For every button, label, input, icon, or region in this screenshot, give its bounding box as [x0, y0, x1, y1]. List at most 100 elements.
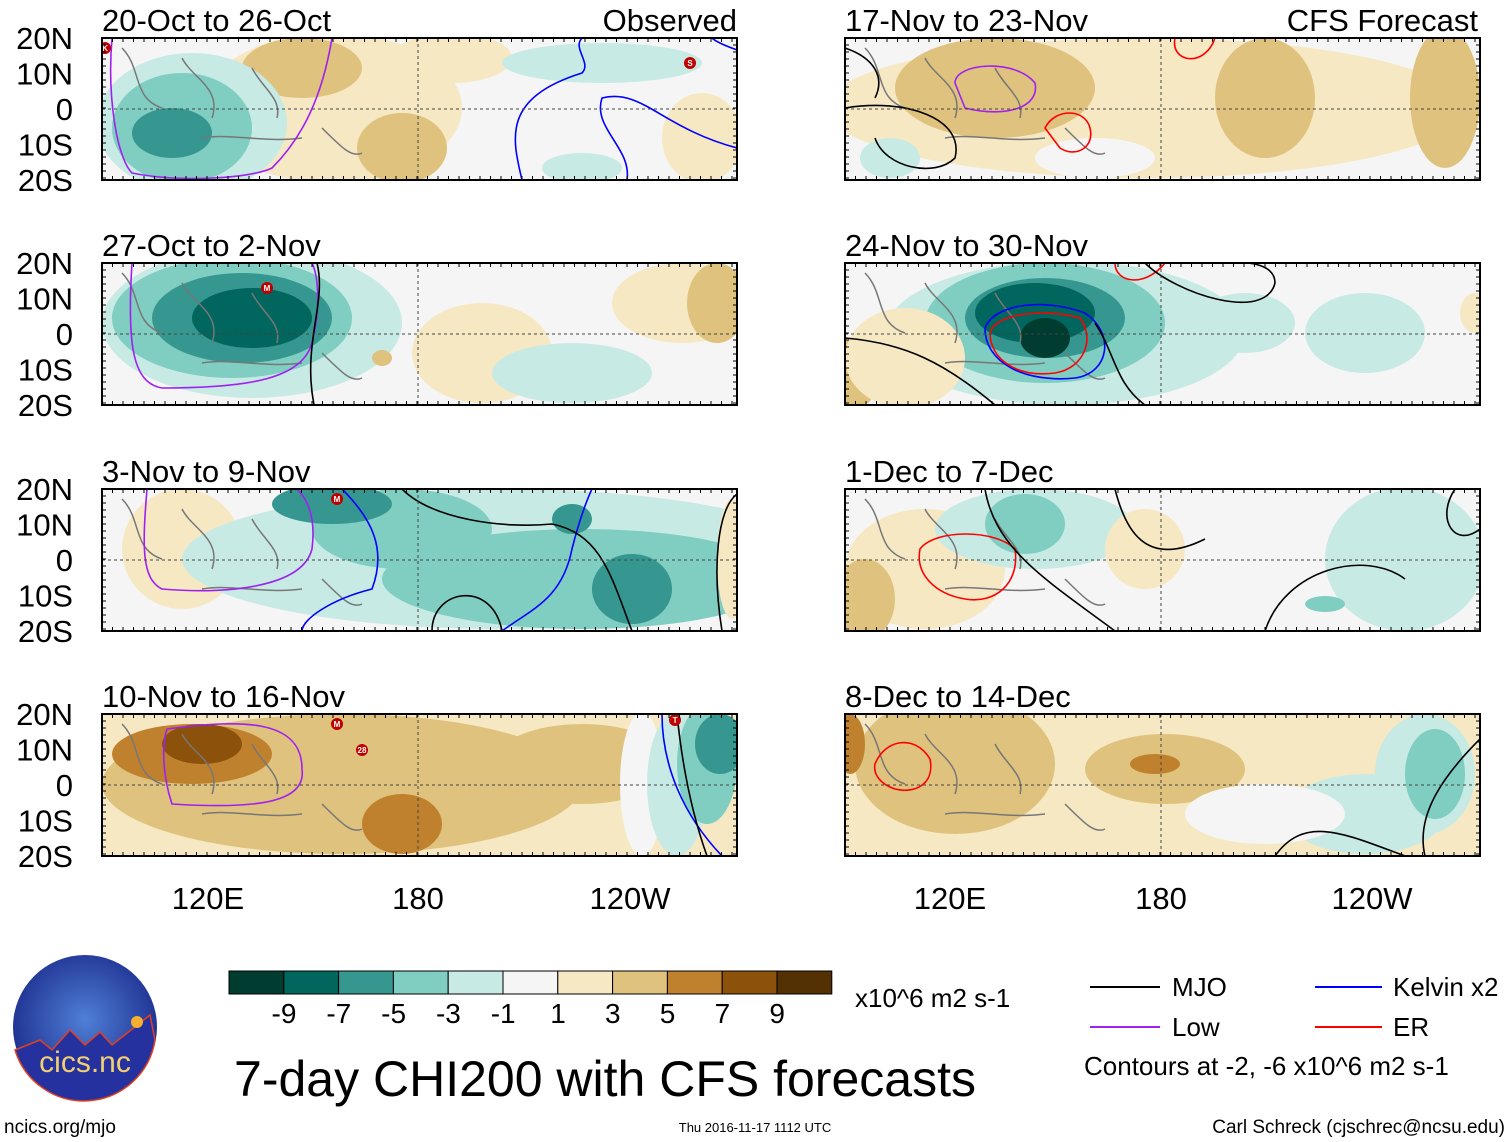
contour-line — [1264, 564, 1406, 631]
lon-label: 120E — [172, 881, 244, 916]
anomaly-region — [542, 153, 622, 180]
filled-contours — [845, 714, 1480, 856]
contour-legend: MJO Low Kelvin x2 ER Contours at -2, -6 … — [1084, 972, 1499, 1081]
lat-label: 20N — [16, 21, 73, 56]
anomaly-region — [1405, 729, 1465, 819]
anomaly-region — [1325, 489, 1480, 631]
lon-label: 120W — [590, 881, 672, 916]
lat-label: 10S — [18, 804, 73, 839]
footer-url[interactable]: ncics.org/mjo — [4, 1117, 116, 1138]
anomaly-region — [717, 499, 737, 619]
anomaly-region — [687, 263, 737, 343]
anomaly-region — [845, 714, 865, 774]
contour-line — [501, 489, 593, 631]
lat-label: 0 — [56, 92, 73, 127]
colorbar-swatch — [721, 970, 778, 995]
anomaly-region — [357, 113, 447, 180]
colorbar-label: -9 — [272, 998, 297, 1029]
contour-line — [431, 594, 503, 631]
colorbar-units: x10^6 m2 s-1 — [855, 983, 1010, 1013]
lat-label: 20S — [18, 163, 73, 198]
panel-title: 24-Nov to 30-Nov — [845, 228, 1088, 263]
coastline — [121, 47, 363, 155]
main-title: 7-day CHI200 with CFS forecasts — [234, 1051, 976, 1107]
coastline — [121, 272, 363, 380]
panel-title: 20-Oct to 26-Oct — [102, 3, 332, 38]
observed-label: Observed — [603, 3, 737, 38]
longitude-labels: 120E 180 120W 120E 180 120W — [172, 881, 1413, 916]
contour-line — [716, 493, 737, 631]
colorbar-label: -7 — [326, 998, 351, 1029]
contour-line — [1114, 489, 1206, 551]
panel-title: 3-Nov to 9-Nov — [102, 454, 311, 489]
storm-label: 28 — [358, 746, 367, 755]
colorbar-swatch — [557, 970, 614, 995]
filled-contours: M — [102, 489, 737, 631]
panel-frame — [101, 262, 738, 406]
contour-line — [162, 723, 303, 807]
panel-title: 1-Dec to 7-Dec — [845, 454, 1053, 489]
colorbar-label: -3 — [436, 998, 461, 1029]
colorbar-swatch — [502, 970, 559, 995]
cics-logo: cics.nc — [13, 955, 157, 1102]
anomaly-region — [662, 93, 737, 180]
contour-line — [599, 95, 737, 180]
contour-line — [1446, 489, 1480, 537]
anomaly-region — [552, 504, 592, 534]
legend-label-mjo: MJO — [1172, 972, 1227, 1002]
contour-note: Contours at -2, -6 x10^6 m2 s-1 — [1084, 1051, 1449, 1081]
contour-line — [301, 489, 379, 631]
anomaly-region — [1410, 38, 1480, 168]
anomaly-region — [1305, 293, 1425, 373]
anomaly-region — [1215, 38, 1315, 158]
colorbar-label: 1 — [550, 998, 566, 1029]
contour-line — [873, 741, 932, 791]
contour-line — [1173, 38, 1216, 60]
lat-label: 10S — [18, 353, 73, 388]
anomaly-region — [695, 714, 737, 774]
lat-label: 10N — [16, 57, 73, 92]
map-panel-p2: M 27-Oct to 2-Nov — [101, 228, 738, 406]
lon-label: 120E — [914, 881, 986, 916]
map-panel-p3: M 3-Nov to 9-Nov — [101, 454, 738, 632]
lat-label: 10S — [18, 128, 73, 163]
contour-line — [1094, 322, 1146, 405]
anomaly-region — [1460, 293, 1480, 333]
colorbar-swatch — [228, 970, 285, 995]
svg-text:cics.nc: cics.nc — [39, 1046, 131, 1079]
contour-line — [845, 337, 996, 405]
contour-line — [1422, 738, 1480, 856]
panel-title: 17-Nov to 23-Nov — [845, 3, 1088, 38]
colorbar-label: 9 — [769, 998, 785, 1029]
map-panel-p8: 8-Dec to 14-Dec — [844, 679, 1481, 857]
lon-label: 180 — [1135, 881, 1187, 916]
coastline — [864, 723, 1106, 831]
contour-line — [984, 303, 1106, 380]
anomaly-region — [372, 350, 392, 366]
legend-label-low: Low — [1172, 1012, 1220, 1042]
anomaly-region — [132, 108, 212, 158]
panel-title: 8-Dec to 14-Dec — [845, 679, 1071, 714]
panel-frame — [101, 713, 738, 857]
anomaly-region — [242, 38, 362, 98]
storm-label: M — [334, 495, 341, 504]
lat-label: 0 — [56, 768, 73, 803]
anomaly-region — [362, 794, 442, 854]
coastline — [121, 498, 363, 606]
panel-frame — [101, 37, 738, 181]
colorbar-label: -1 — [491, 998, 516, 1029]
anomaly-region — [1185, 784, 1345, 844]
anomaly-region — [1195, 293, 1295, 353]
map-panel-p6: 24-Nov to 30-Nov — [844, 228, 1481, 406]
anomaly-region — [1105, 509, 1185, 589]
contour-line — [1144, 263, 1276, 304]
lon-label: 120W — [1332, 881, 1414, 916]
panel-frame — [844, 262, 1481, 406]
map-panel-p5: 17-Nov to 23-Nov — [844, 3, 1481, 181]
lat-label: 10N — [16, 508, 73, 543]
lat-label: 20N — [16, 246, 73, 281]
panel-title: 27-Oct to 2-Nov — [102, 228, 321, 263]
colorbar-swatch — [338, 970, 394, 995]
